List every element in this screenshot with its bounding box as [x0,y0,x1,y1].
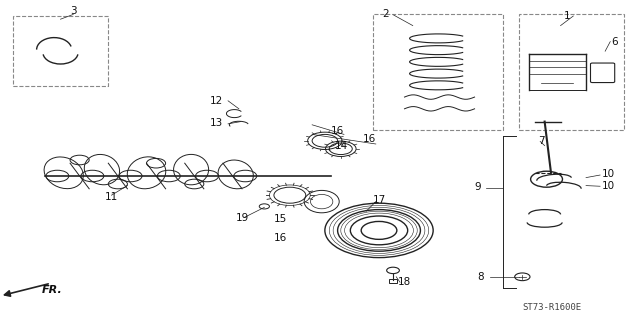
Text: 2: 2 [382,9,389,20]
Text: 16: 16 [363,134,376,144]
Bar [389,279,397,283]
Text: 10: 10 [602,169,615,180]
Text: 3: 3 [70,6,76,16]
Text: 17: 17 [373,195,386,205]
Text: 16: 16 [274,233,287,244]
Text: 16: 16 [331,126,345,136]
Text: 13: 13 [210,118,223,128]
Text: 1: 1 [564,11,570,21]
Text: 11: 11 [105,192,118,202]
Text: FR.: FR. [41,284,62,295]
Text: 18: 18 [398,277,412,287]
Text: 12: 12 [210,96,223,106]
Text: ST73-R1600E: ST73-R1600E [522,303,582,312]
Text: 7: 7 [538,136,545,146]
Text: 8: 8 [478,272,484,282]
Text: 6: 6 [612,36,618,47]
Text: 10: 10 [602,180,615,191]
Text: 19: 19 [236,213,248,223]
Text: 14: 14 [334,140,348,151]
Text: 9: 9 [475,182,481,192]
Text: 15: 15 [274,214,287,224]
